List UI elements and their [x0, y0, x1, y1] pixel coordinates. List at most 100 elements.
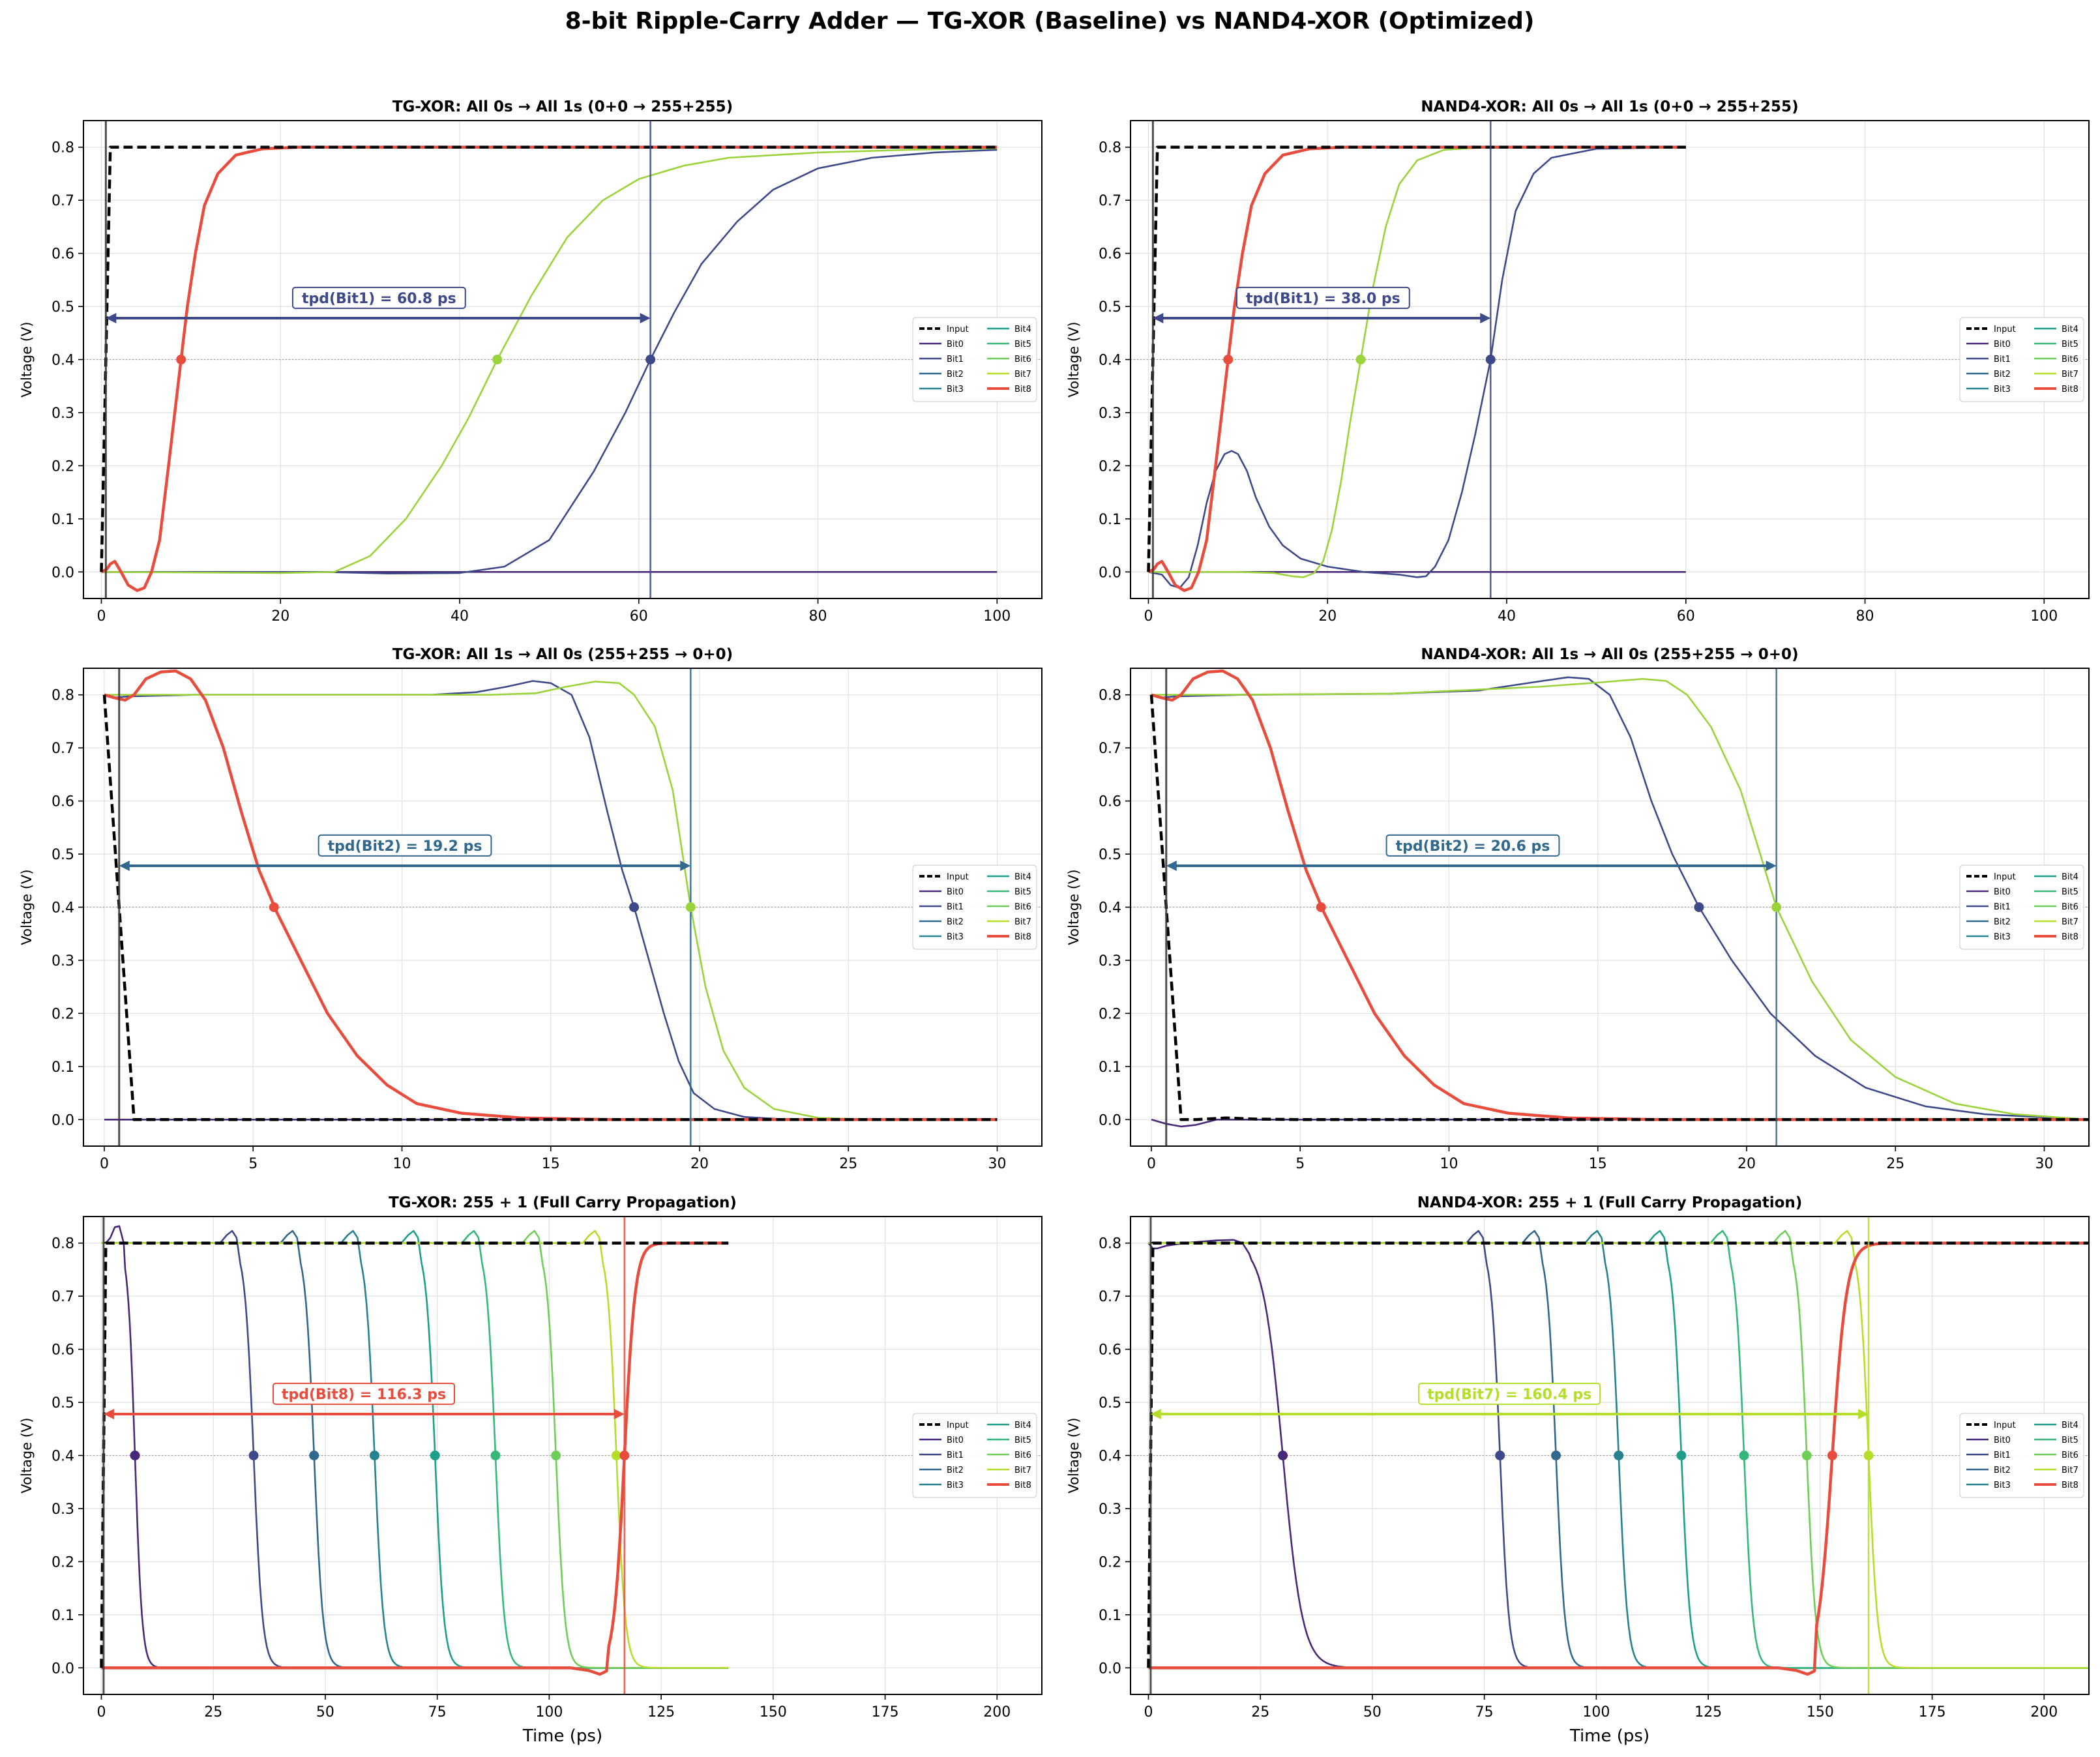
tpd-annotation-text: tpd(Bit2) = 20.6 ps	[1396, 838, 1550, 855]
legend-label-bit1: Bit1	[1994, 1451, 2011, 1460]
legend-label-input: Input	[1994, 1421, 2016, 1430]
legend-label-bit7: Bit7	[2062, 1466, 2078, 1475]
marker-bit6	[1355, 355, 1366, 364]
chart-title: NAND4-XOR: All 1s → All 0s (255+255 → 0+…	[1421, 646, 1798, 663]
y-tick-label: 0.4	[52, 353, 74, 369]
legend-label-bit2: Bit2	[947, 917, 964, 927]
y-tick-label: 0.3	[1099, 406, 1121, 422]
y-tick-label: 0.0	[1099, 1661, 1121, 1677]
x-tick-label: 15	[1589, 1156, 1607, 1172]
x-tick-label: 0	[1144, 1704, 1153, 1720]
x-tick-label: 50	[316, 1704, 334, 1720]
y-tick-label: 0.0	[52, 1661, 74, 1677]
tpd-arrow-head-left	[1166, 860, 1177, 871]
marker-bit4	[1676, 1451, 1687, 1460]
marker-bit2	[1551, 1451, 1561, 1460]
y-tick-label: 0.6	[52, 1342, 74, 1359]
legend-label-input: Input	[947, 325, 969, 334]
series-line-bit6	[1151, 678, 2089, 1121]
x-tick-label: 15	[542, 1156, 560, 1172]
x-tick-label: 5	[1295, 1156, 1305, 1172]
y-tick-label: 0.5	[1099, 847, 1121, 863]
y-tick-label: 0.4	[52, 1449, 74, 1465]
legend-label-bit3: Bit3	[1994, 385, 2011, 394]
legend-label-bit6: Bit6	[1014, 902, 1031, 912]
chart-panel-4: NAND4-XOR: All 1s → All 0s (255+255 → 0+…	[1066, 646, 2090, 1172]
legend-label-bit5: Bit5	[1014, 1436, 1031, 1445]
y-axis-label: Voltage (V)	[19, 321, 35, 397]
legend-label-bit0: Bit0	[1994, 340, 2011, 349]
legend-label-bit4: Bit4	[2062, 1421, 2078, 1430]
tpd-arrow-head-left	[1153, 312, 1164, 323]
marker-bit8	[269, 902, 279, 912]
tpd-annotation-box	[291, 286, 466, 309]
tpd-arrow-head-left	[103, 1408, 114, 1419]
legend-label-bit3: Bit3	[947, 385, 964, 394]
y-tick-label: 0.7	[52, 193, 74, 209]
legend-label-bit1: Bit1	[1994, 355, 2011, 364]
marker-bit8	[619, 1451, 630, 1460]
chart-panel-5: TG-XOR: 255 + 1 (Full Carry Propagation)…	[19, 1194, 1043, 1746]
y-tick-label: 0.3	[52, 1501, 74, 1518]
y-tick-label: 0.0	[1099, 565, 1121, 581]
x-tick-label: 200	[2030, 1704, 2058, 1720]
series-line-input	[1147, 145, 1686, 572]
y-tick-label: 0.2	[52, 1554, 74, 1571]
axes-frame	[1130, 1216, 2090, 1695]
y-tick-label: 0.0	[52, 1112, 74, 1129]
x-tick-label: 175	[1919, 1704, 1946, 1720]
x-tick-label: 0	[1144, 608, 1153, 625]
x-tick-label: 30	[988, 1156, 1007, 1172]
legend-label-bit1: Bit1	[947, 1451, 964, 1460]
marker-bit5	[1739, 1451, 1749, 1460]
y-tick-label: 0.7	[52, 741, 74, 757]
series-line-bit8	[1151, 669, 2089, 1121]
marker-bit1	[1495, 1451, 1505, 1460]
x-tick-label: 40	[451, 608, 469, 625]
axes-frame	[83, 1216, 1043, 1695]
x-tick-label: 175	[872, 1704, 899, 1720]
tpd-arrow-head-right	[1480, 312, 1491, 323]
legend-label-bit0: Bit0	[947, 1436, 964, 1445]
tpd-annotation-box	[318, 834, 492, 857]
x-tick-label: 150	[1807, 1704, 1834, 1720]
marker-bit6	[1771, 902, 1782, 912]
y-tick-label: 0.6	[52, 794, 74, 810]
legend-label-bit0: Bit0	[1994, 1436, 2011, 1445]
marker-bit0	[1278, 1451, 1288, 1460]
legend-box	[1959, 864, 2084, 950]
legend-label-bit7: Bit7	[2062, 917, 2078, 927]
x-tick-label: 0	[96, 1704, 106, 1720]
y-tick-label: 0.8	[52, 688, 74, 704]
marker-bit1	[1485, 355, 1496, 364]
y-axis-label: Voltage (V)	[1066, 869, 1082, 945]
series-group	[1147, 145, 1686, 593]
x-tick-label: 100	[535, 1704, 563, 1720]
legend-label-bit8: Bit8	[1014, 1481, 1031, 1490]
legend-box	[912, 864, 1037, 950]
marker-bit6	[685, 902, 696, 912]
series-line-bit6	[101, 147, 998, 574]
legend-label-bit6: Bit6	[1014, 355, 1031, 364]
legend-label-bit8: Bit8	[2062, 385, 2078, 394]
y-tick-label: 0.2	[1099, 458, 1121, 475]
legend-label-bit5: Bit5	[2062, 887, 2078, 897]
tpd-arrow-head-left	[106, 312, 117, 323]
chart-title: TG-XOR: All 0s → All 1s (0+0 → 255+255)	[392, 98, 733, 115]
x-axis-label: Time (ps)	[522, 1726, 602, 1746]
marker-bit6	[1801, 1451, 1812, 1460]
chart-title: NAND4-XOR: All 0s → All 1s (0+0 → 255+25…	[1421, 98, 1798, 115]
legend-label-bit6: Bit6	[2062, 355, 2078, 364]
marker-bit8	[1223, 355, 1234, 364]
marker-bit8	[1827, 1451, 1837, 1460]
x-tick-label: 100	[2030, 608, 2058, 625]
legend-label-input: Input	[947, 872, 969, 882]
legend-label-bit8: Bit8	[2062, 1481, 2078, 1490]
y-tick-label: 0.1	[1099, 1608, 1121, 1624]
chart-panel-2: NAND4-XOR: All 0s → All 1s (0+0 → 255+25…	[1066, 98, 2090, 625]
y-tick-label: 0.2	[1099, 1006, 1121, 1022]
x-tick-label: 20	[1738, 1156, 1756, 1172]
marker-bit2	[309, 1451, 319, 1460]
tpd-annotation-box	[273, 1382, 456, 1405]
